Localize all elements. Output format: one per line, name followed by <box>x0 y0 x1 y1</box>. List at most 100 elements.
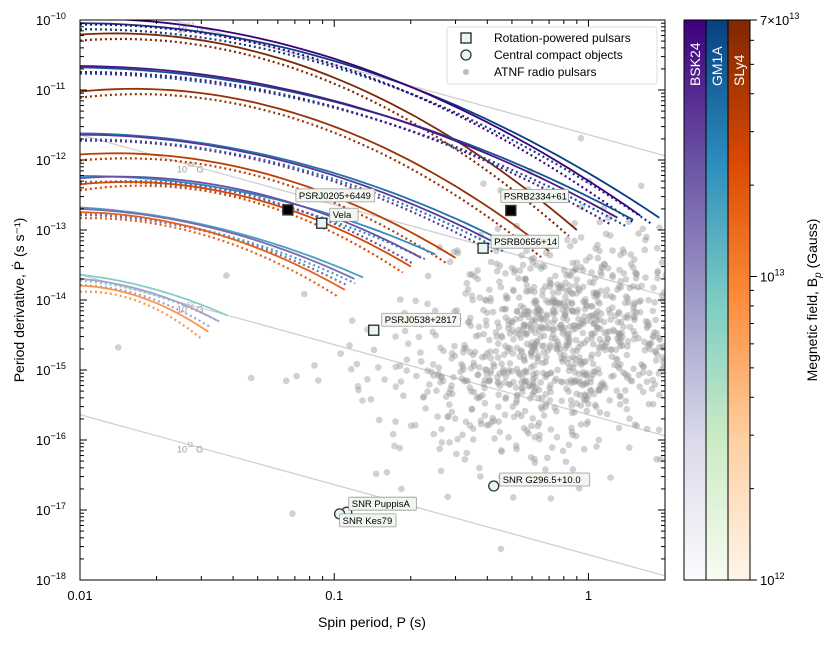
atnf-pulsar-point <box>592 245 599 252</box>
atnf-pulsar-point <box>621 387 629 394</box>
atnf-pulsar-point <box>556 345 564 352</box>
source-label-box <box>499 472 591 487</box>
y-tick-label: 10−13 <box>36 221 66 238</box>
atnf-pulsar-point <box>462 418 470 426</box>
atnf-pulsar-point <box>536 306 543 314</box>
atnf-pulsar-point <box>518 412 525 420</box>
rotation-powered-pulsar-marker <box>282 204 294 216</box>
atnf-pulsar-point <box>527 324 535 332</box>
atnf-pulsar-point <box>650 332 657 340</box>
atnf-pulsar-point <box>617 339 625 346</box>
atnf-pulsar-point <box>572 266 579 273</box>
atnf-pulsar-point <box>521 407 529 415</box>
atnf-pulsar-point <box>513 307 521 315</box>
atnf-pulsar-point <box>417 349 424 356</box>
atnf-pulsar-point <box>508 367 516 375</box>
atnf-pulsar-point <box>573 400 580 407</box>
atnf-pulsar-point <box>571 369 579 376</box>
atnf-pulsar-point <box>557 378 565 385</box>
atnf-pulsar-point <box>474 267 481 274</box>
atnf-pulsar-point <box>289 510 296 517</box>
atnf-pulsar-point <box>613 356 621 364</box>
atnf-pulsar-point <box>565 271 573 278</box>
atnf-pulsar-point <box>616 334 624 342</box>
atnf-pulsar-point <box>500 351 508 359</box>
atnf-pulsar-point <box>381 376 388 383</box>
atnf-pulsar-point <box>536 435 543 443</box>
atnf-pulsar-point <box>615 338 623 345</box>
source-label: PSRB2334+61 <box>504 191 567 202</box>
atnf-pulsar-point <box>458 360 465 368</box>
atnf-pulsar-point <box>578 381 586 389</box>
atnf-pulsar-point <box>463 449 471 457</box>
atnf-pulsar-point <box>523 322 531 330</box>
atnf-pulsar-point <box>420 393 428 400</box>
atnf-pulsar-point <box>607 316 614 323</box>
atnf-pulsar-point <box>529 343 536 351</box>
atnf-pulsar-point <box>630 365 637 373</box>
atnf-pulsar-point <box>525 287 532 295</box>
legend-circle-icon <box>460 49 472 61</box>
atnf-pulsar-point <box>563 288 570 295</box>
atnf-pulsar-point <box>650 329 658 336</box>
atnf-pulsar-point <box>623 405 631 413</box>
atnf-pulsar-point <box>664 312 665 316</box>
atnf-pulsar-point <box>511 266 519 274</box>
atnf-pulsar-point <box>540 412 548 419</box>
atnf-pulsar-point <box>587 378 595 386</box>
colorbar-gm1a <box>705 19 729 581</box>
atnf-pulsar-point <box>658 292 665 299</box>
atnf-pulsar-point <box>510 378 517 386</box>
atnf-pulsar-point <box>354 383 362 390</box>
atnf-pulsar-point <box>587 387 595 395</box>
atnf-pulsar-point <box>530 370 537 378</box>
atnf-pulsar-point <box>588 269 595 276</box>
atnf-pulsar-point <box>611 328 618 335</box>
atnf-pulsar-point <box>447 385 454 393</box>
atnf-pulsar-point <box>437 379 444 386</box>
atnf-pulsar-point <box>607 293 615 300</box>
atnf-pulsar-point <box>606 232 614 239</box>
colorbar-tick-label: 7×1013 <box>760 11 799 28</box>
atnf-pulsar-point <box>491 435 498 442</box>
track-bsk24-dotted <box>80 139 493 253</box>
track-gm1a-solid <box>80 273 228 317</box>
atnf-pulsar-point <box>542 312 550 320</box>
atnf-pulsar-point <box>531 308 539 316</box>
source-label-box <box>329 207 359 222</box>
atnf-pulsar-point <box>623 351 631 359</box>
atnf-pulsar-point <box>469 436 477 443</box>
atnf-pulsar-point <box>534 304 541 311</box>
atnf-pulsar-point <box>581 381 588 388</box>
atnf-pulsar-point <box>451 342 458 350</box>
atnf-pulsar-point <box>629 282 637 290</box>
atnf-pulsar-point <box>562 312 569 319</box>
atnf-pulsar-point <box>638 360 645 368</box>
atnf-pulsar-point <box>619 246 627 253</box>
rotation-powered-pulsar-label: Vela <box>329 207 359 222</box>
atnf-pulsar-point <box>630 304 637 311</box>
atnf-pulsar-point <box>495 391 502 398</box>
atnf-pulsar-point <box>596 316 604 324</box>
atnf-pulsar-point <box>520 322 527 329</box>
atnf-pulsar-point <box>413 372 420 380</box>
atnf-pulsar-point <box>517 315 524 322</box>
atnf-pulsar-point <box>564 341 572 349</box>
atnf-pulsar-point <box>444 493 452 500</box>
atnf-pulsar-point <box>425 381 433 388</box>
atnf-pulsar-point <box>616 266 623 274</box>
source-label: SNR G296.5+10.0 <box>503 475 581 486</box>
atnf-pulsar-point <box>583 369 591 377</box>
atnf-pulsar-point <box>509 350 517 357</box>
track-gm1a-solid <box>80 132 513 247</box>
atnf-pulsar-point <box>531 433 539 441</box>
atnf-pulsar-point <box>462 290 469 297</box>
atnf-pulsar-point <box>483 309 491 317</box>
atnf-pulsar-point <box>444 413 452 421</box>
atnf-pulsar-point <box>534 357 542 365</box>
atnf-pulsar-point <box>481 376 489 384</box>
atnf-pulsar-point <box>639 225 647 233</box>
atnf-pulsar-point <box>464 377 471 385</box>
atnf-pulsar-point <box>669 323 676 330</box>
atnf-pulsar-point <box>559 284 567 292</box>
